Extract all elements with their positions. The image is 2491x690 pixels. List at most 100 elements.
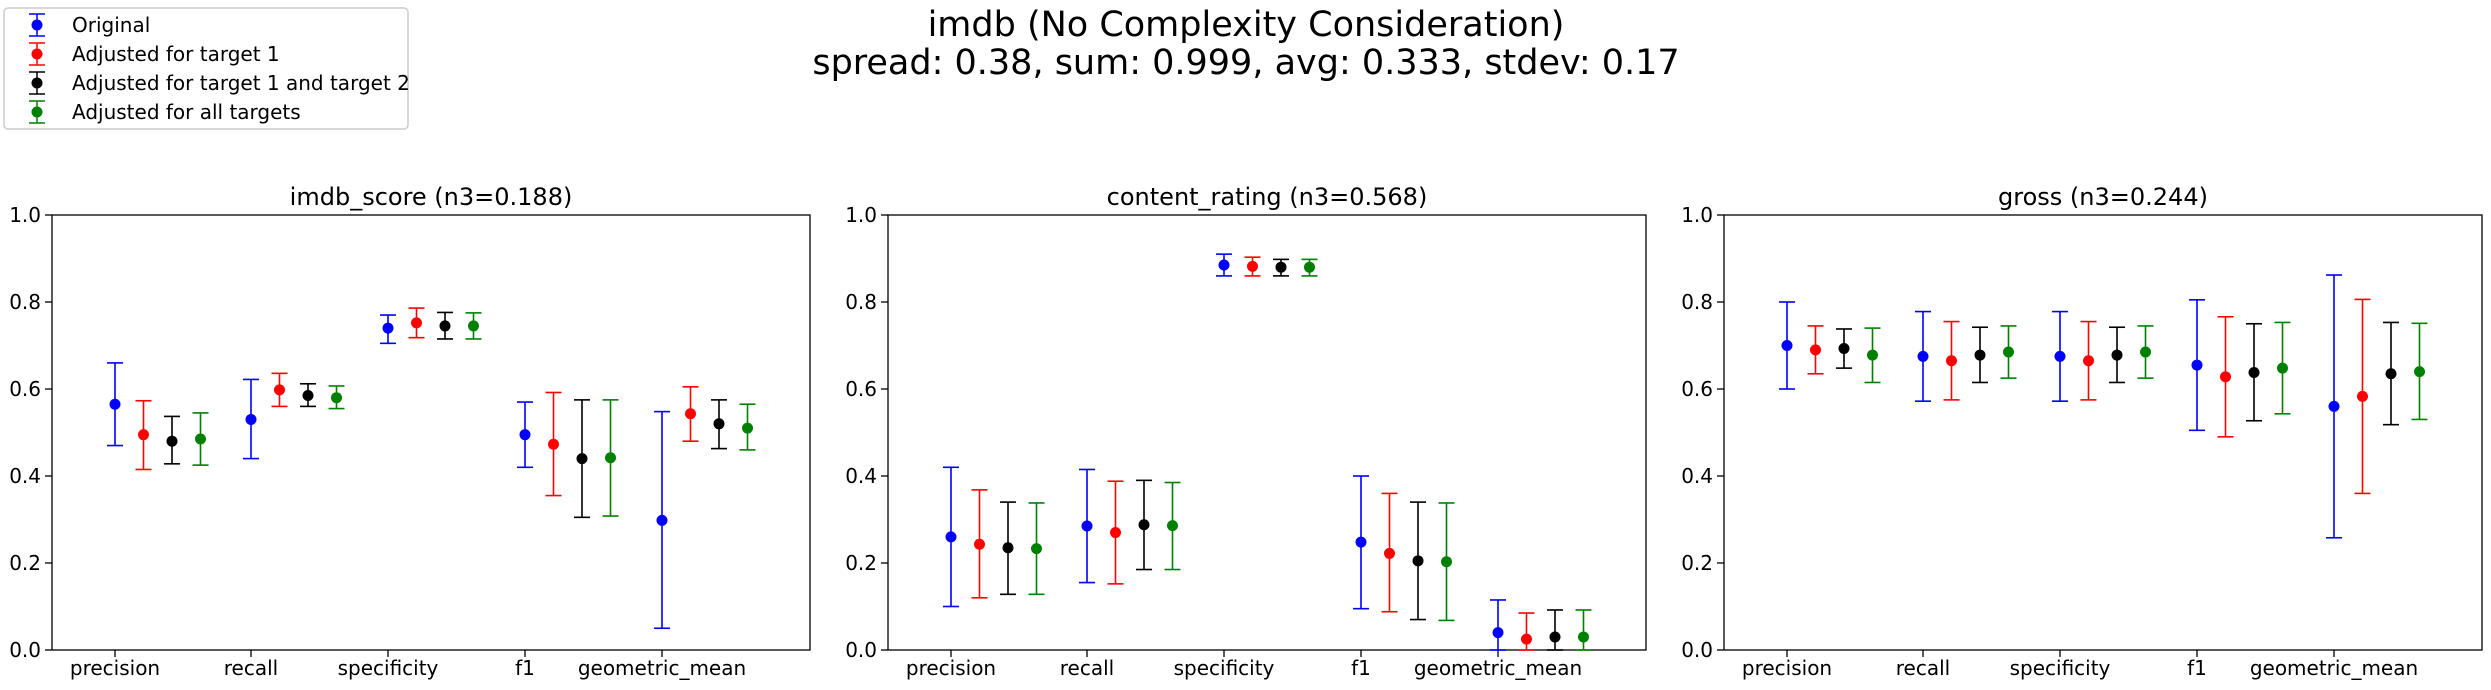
data-point-group	[408, 307, 425, 339]
chart-panel: imdb_score (n3=0.188) 0.0 0.2 0.4 0.6 0.8 1.0 p…	[9, 183, 811, 680]
data-point-group	[2326, 274, 2342, 539]
data-point-group	[1547, 609, 1563, 651]
data-point	[245, 413, 257, 425]
data-point	[1304, 261, 1315, 273]
data-point	[1974, 349, 1986, 361]
y-tick-label: 1.0	[9, 203, 41, 227]
data-point-group	[1136, 479, 1152, 571]
data-point-group	[654, 410, 670, 630]
data-point	[519, 429, 531, 441]
x-tick-label: geometric_mean	[578, 656, 746, 680]
chart-panel: content_rating (n3=0.568) 0.0 0.2 0.4 0.6 0.8…	[845, 183, 1647, 680]
data-point-group	[2246, 322, 2262, 422]
data-point	[1110, 527, 1121, 539]
legend-marker-dot	[31, 19, 43, 31]
data-point	[1167, 520, 1178, 532]
data-point	[1441, 556, 1452, 568]
data-point-group	[1438, 502, 1455, 622]
data-point	[302, 390, 314, 402]
legend-marker-dot	[31, 48, 43, 60]
data-point-group	[943, 466, 959, 608]
data-point-group	[300, 382, 316, 408]
data-point	[1867, 349, 1878, 361]
data-point-group	[1216, 253, 1232, 277]
data-point	[1218, 259, 1230, 271]
legend-entry: Original	[29, 13, 150, 37]
plot-area-frame	[887, 214, 1647, 651]
data-point	[742, 422, 753, 434]
y-tick-label: 0.6	[1681, 377, 1713, 401]
data-point-group	[328, 385, 345, 410]
y-tick-label: 0.8	[1681, 290, 1713, 314]
data-point	[166, 435, 178, 447]
plot-area-frame	[1723, 214, 2483, 651]
data-point-group	[465, 312, 482, 340]
x-tick-label: recall	[224, 656, 278, 680]
data-point	[1355, 536, 1367, 548]
chart-title: imdb_score (n3=0.188)	[290, 183, 573, 211]
x-tick-label: f1	[515, 656, 535, 680]
legend-entries: Original Adjusted for target 1 Adjusted fo…	[29, 13, 410, 124]
data-point-group	[1575, 609, 1592, 651]
data-point	[945, 531, 957, 543]
legend-label: Adjusted for target 1	[72, 42, 280, 66]
data-point	[138, 429, 149, 441]
y-tick-label: 1.0	[1681, 203, 1713, 227]
data-point	[1384, 547, 1395, 559]
legend-label: Adjusted for all targets	[72, 100, 301, 124]
data-point	[2277, 362, 2288, 374]
y-tick-label: 0.4	[1681, 464, 1713, 488]
chart-title: content_rating (n3=0.568)	[1107, 183, 1428, 211]
data-point-group	[1164, 481, 1181, 571]
chart-title: gross (n3=0.244)	[1998, 183, 2208, 211]
y-tick-label: 0.2	[845, 551, 877, 575]
data-point-group	[107, 362, 123, 447]
data-point-group	[192, 412, 209, 466]
data-point-group	[2109, 326, 2125, 384]
data-point-group	[1301, 258, 1318, 277]
y-tick-label: 0.0	[9, 638, 41, 662]
data-point	[439, 320, 451, 332]
legend-entry: Adjusted for target 1	[29, 42, 280, 66]
data-point	[1138, 519, 1150, 531]
data-point-group	[1807, 325, 1824, 375]
data-point-group	[1381, 492, 1398, 613]
data-point-group	[2411, 322, 2428, 421]
legend-frame	[3, 7, 409, 130]
legend-entry: Adjusted for all targets	[29, 100, 301, 124]
data-point-group	[1028, 502, 1045, 596]
data-point-group	[2137, 325, 2154, 379]
data-point	[468, 320, 479, 332]
data-point-group	[1490, 599, 1506, 651]
data-point-group	[711, 399, 727, 450]
data-point-group	[2052, 310, 2068, 402]
x-tick-label: f1	[1351, 656, 1371, 680]
data-point-group	[2080, 320, 2097, 401]
data-point	[1275, 261, 1287, 273]
data-point-group	[1972, 326, 1988, 384]
data-point-group	[164, 415, 180, 465]
data-point-group	[437, 311, 453, 340]
y-tick-label: 0.0	[1681, 638, 1713, 662]
data-point	[2357, 390, 2368, 402]
data-point	[382, 322, 394, 334]
data-point	[1946, 355, 1957, 367]
data-point-group	[1943, 320, 1960, 401]
data-point-group	[380, 314, 396, 345]
legend-marker-dot	[31, 77, 43, 89]
data-point	[1031, 543, 1042, 555]
data-point-group	[1353, 475, 1369, 610]
x-tick-label: recall	[1060, 656, 1114, 680]
data-point-group	[2189, 299, 2205, 432]
data-point	[685, 408, 696, 420]
y-tick-label: 0.2	[1681, 551, 1713, 575]
data-point	[1810, 344, 1821, 356]
data-point-group	[1836, 328, 1852, 369]
data-point-group	[1244, 256, 1261, 277]
data-point	[605, 452, 616, 464]
data-point-group	[135, 399, 152, 471]
data-point	[1781, 340, 1793, 351]
data-point-group	[2354, 298, 2371, 495]
chart-panel: gross (n3=0.244) 0.0 0.2 0.4 0.6 0.8 1.0 precis…	[1681, 183, 2483, 680]
